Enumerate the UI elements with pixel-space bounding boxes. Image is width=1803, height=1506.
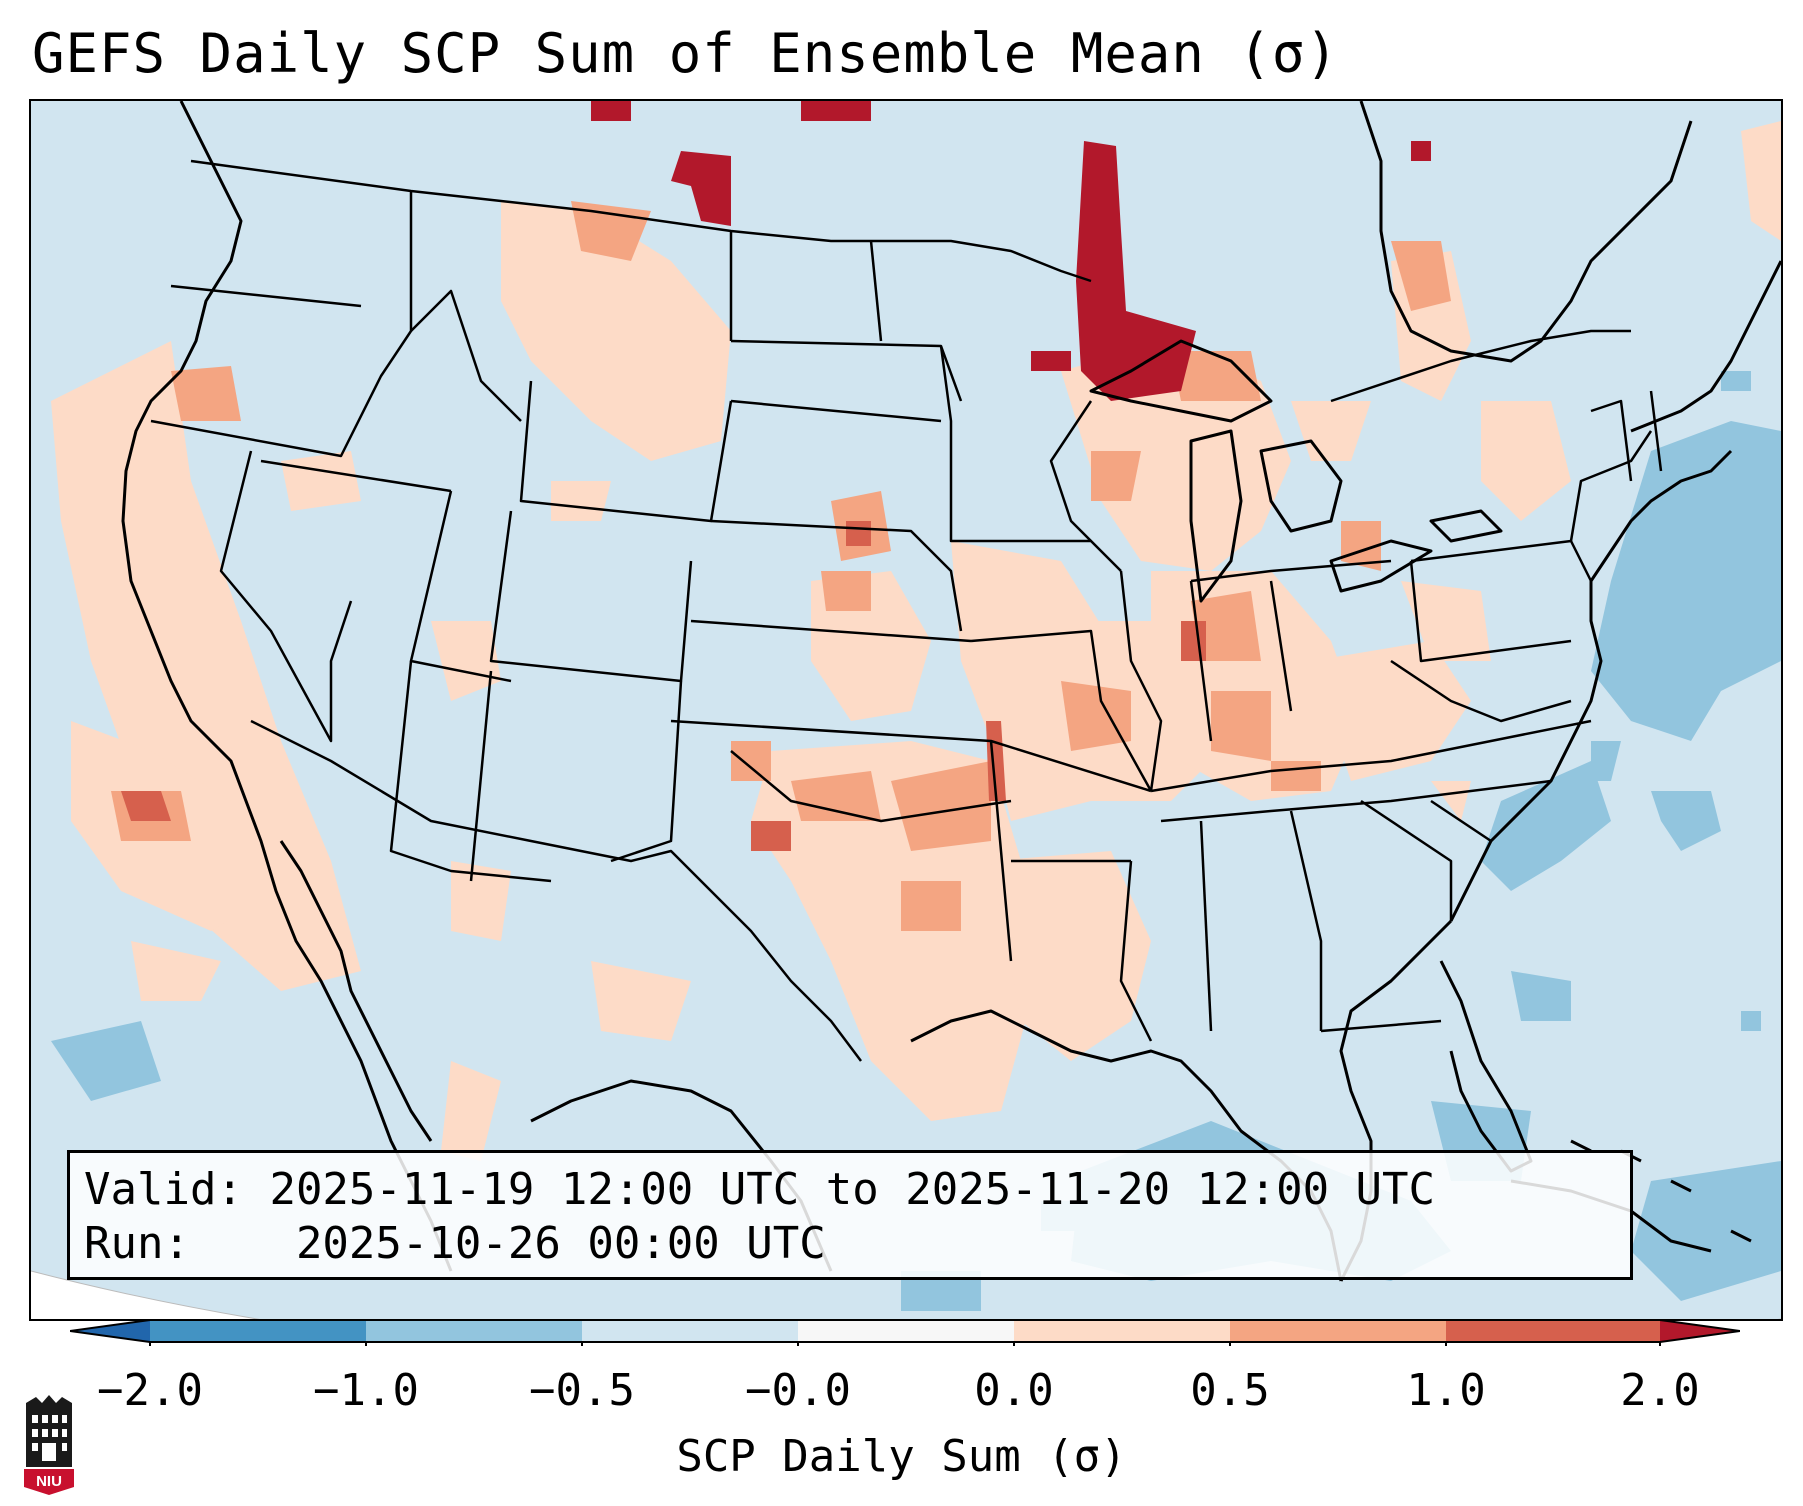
colorbar-tick-label: −0.0 [745,1365,851,1416]
colorbar-segment [150,1320,366,1342]
colorbar-tick-label: 2.0 [1620,1365,1700,1416]
run-label: Run: [84,1218,190,1269]
colorbar-tick-label: 1.0 [1406,1365,1486,1416]
colorbar-segment [582,1320,798,1342]
map-title: GEFS Daily SCP Sum of Ensemble Mean (σ) [32,22,1339,85]
colorbar-tick-label: −0.5 [529,1365,635,1416]
map-panel [29,99,1783,1321]
colorbar-axis-label: SCP Daily Sum (σ) [676,1431,1127,1482]
valid-label: Valid: [84,1164,243,1215]
colorbar-tick-label: −2.0 [97,1365,203,1416]
colorbar-segment [1446,1320,1660,1342]
positive-anomaly-extreme [591,101,1431,401]
colorbar [69,1316,1741,1352]
niu-logo: NIU [20,1393,78,1495]
state-borders [150,159,1663,1062]
colorbar-tick-label: −1.0 [313,1365,419,1416]
scp-map [31,101,1781,1319]
colorbar-extend-low [70,1320,150,1342]
colorbar-segment [366,1320,582,1342]
colorbar-segment [798,1320,1014,1342]
positive-anomaly-moderate [111,201,1451,931]
valid-run-info-box: Valid: 2025-11-19 12:00 UTC to 2025-11-2… [67,1150,1633,1280]
valid-time-range: 2025-11-19 12:00 UTC to 2025-11-20 12:00… [269,1164,1436,1215]
colorbar-segment [1014,1320,1230,1342]
positive-anomaly-light [51,121,1781,1161]
colorbar-tick-label: 0.5 [1190,1365,1270,1416]
niu-logo-text: NIU [36,1473,62,1490]
colorbar-segment [1230,1320,1446,1342]
colorbar-tick-label: 0.0 [974,1365,1054,1416]
run-time: 2025-10-26 00:00 UTC [295,1218,826,1269]
colorbar-extend-high [1660,1320,1740,1342]
